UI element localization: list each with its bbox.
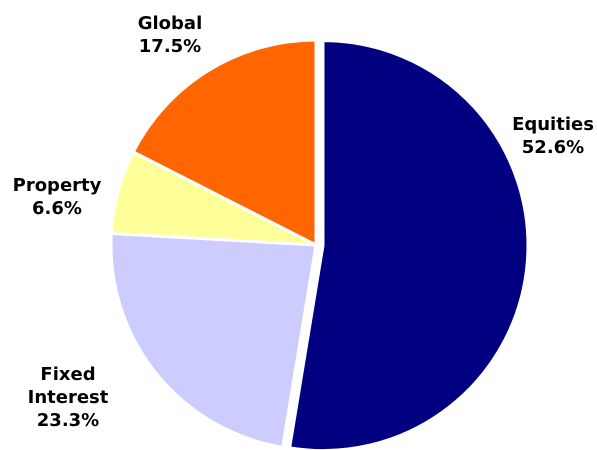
pie-label-value: 23.3%	[37, 410, 99, 431]
pie-label-name: Fixed	[40, 364, 95, 385]
pie-label-value: 52.6%	[522, 137, 584, 158]
pie-labels: Equities 52.6% Fixed Interest 23.3% Property 6…	[13, 13, 594, 431]
pie-label-fixed-interest: Fixed Interest 23.3%	[28, 364, 109, 431]
pie-label-value: 6.6%	[32, 198, 82, 219]
pie-label-name: Property	[13, 175, 102, 196]
pie-slice-equities	[288, 39, 530, 450]
pie-slice-global	[131, 38, 318, 247]
pie-slice-fixed-interest	[109, 231, 318, 449]
pie-label-name: Global	[138, 13, 203, 34]
pie-label-name: Interest	[28, 387, 109, 408]
pie-label-value: 17.5%	[139, 36, 201, 57]
pie-label-property: Property 6.6%	[13, 175, 102, 219]
pie-label-name: Equities	[512, 114, 594, 135]
pie-label-equities: Equities 52.6%	[512, 114, 594, 158]
pie-label-global: Global 17.5%	[138, 13, 203, 57]
pie-slices	[109, 38, 530, 450]
